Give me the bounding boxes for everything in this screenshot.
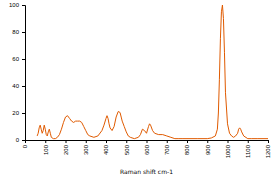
y-tick-mark	[22, 140, 25, 141]
x-tick-label: 900	[205, 144, 211, 155]
y-axis: 0 20 40 60 80 100	[9, 2, 26, 143]
x-tick-mark	[187, 140, 188, 143]
y-axis-line	[22, 6, 26, 141]
x-tick-label: 0	[22, 144, 28, 148]
x-tick-mark	[228, 140, 229, 143]
y-tick-label: 20	[12, 110, 19, 116]
y-tick: 60	[12, 56, 25, 62]
x-tick: 300	[83, 140, 89, 155]
x-tick: 500	[124, 140, 130, 155]
x-axis-title: Raman shift cm-1	[120, 168, 173, 175]
x-tick-label: 200	[63, 144, 69, 155]
x-tick: 600	[144, 140, 150, 155]
y-tick: 100	[9, 2, 25, 8]
x-tick-mark	[147, 140, 148, 143]
x-tick: 1000	[225, 140, 231, 158]
x-tick-mark	[248, 140, 249, 143]
y-tick-label: 80	[12, 29, 19, 35]
x-tick: 1200	[265, 140, 271, 158]
x-tick-mark	[66, 140, 67, 143]
x-axis: 0 100 200 300 400 500 600 700 800 900 1000 1100 1200	[22, 140, 271, 158]
y-tick: 0	[16, 137, 25, 143]
x-tick: 1100	[245, 140, 251, 158]
y-tick-label: 60	[12, 56, 19, 62]
x-tick-label: 300	[83, 144, 89, 155]
x-tick-label: 800	[184, 144, 190, 155]
y-tick-mark	[22, 86, 25, 87]
y-tick-mark	[22, 5, 25, 6]
x-tick: 0	[22, 140, 28, 148]
x-tick-label: 100	[43, 144, 49, 155]
x-tick: 700	[164, 140, 170, 155]
y-tick: 40	[12, 83, 25, 89]
x-tick-label: 400	[103, 144, 109, 155]
x-axis-line	[26, 141, 269, 144]
x-tick: 100	[43, 140, 49, 155]
x-tick-label: 1100	[245, 144, 251, 158]
x-tick-label: 500	[124, 144, 130, 155]
x-tick-label: 1000	[225, 144, 231, 158]
x-tick-label: 600	[144, 144, 150, 155]
x-tick-mark	[207, 140, 208, 143]
y-tick-mark	[22, 32, 25, 33]
x-tick-label: 1200	[265, 144, 271, 158]
y-tick-mark	[22, 59, 25, 60]
y-tick-label: 40	[12, 83, 19, 89]
x-tick-mark	[268, 140, 269, 143]
chart: 0100200300400500600700800900100011001200…	[0, 0, 280, 180]
x-tick-mark	[126, 140, 127, 143]
x-tick: 900	[205, 140, 211, 155]
x-tick-mark	[167, 140, 168, 143]
x-tick: 400	[103, 140, 109, 155]
x-tick-mark	[106, 140, 107, 143]
y-tick-label: 100	[9, 2, 20, 8]
spectrum-line	[37, 5, 268, 139]
y-tick-mark	[22, 113, 25, 114]
marks	[37, 5, 268, 139]
x-tick: 200	[63, 140, 69, 155]
y-tick: 20	[12, 110, 25, 116]
y-tick-label: 0	[16, 137, 20, 143]
plot: 0100200300400500600700800900100011001200…	[9, 2, 271, 158]
x-tick: 800	[184, 140, 190, 155]
x-tick-mark	[86, 140, 87, 143]
x-tick-mark	[45, 140, 46, 143]
x-tick-label: 700	[164, 144, 170, 155]
y-tick: 80	[12, 29, 25, 35]
